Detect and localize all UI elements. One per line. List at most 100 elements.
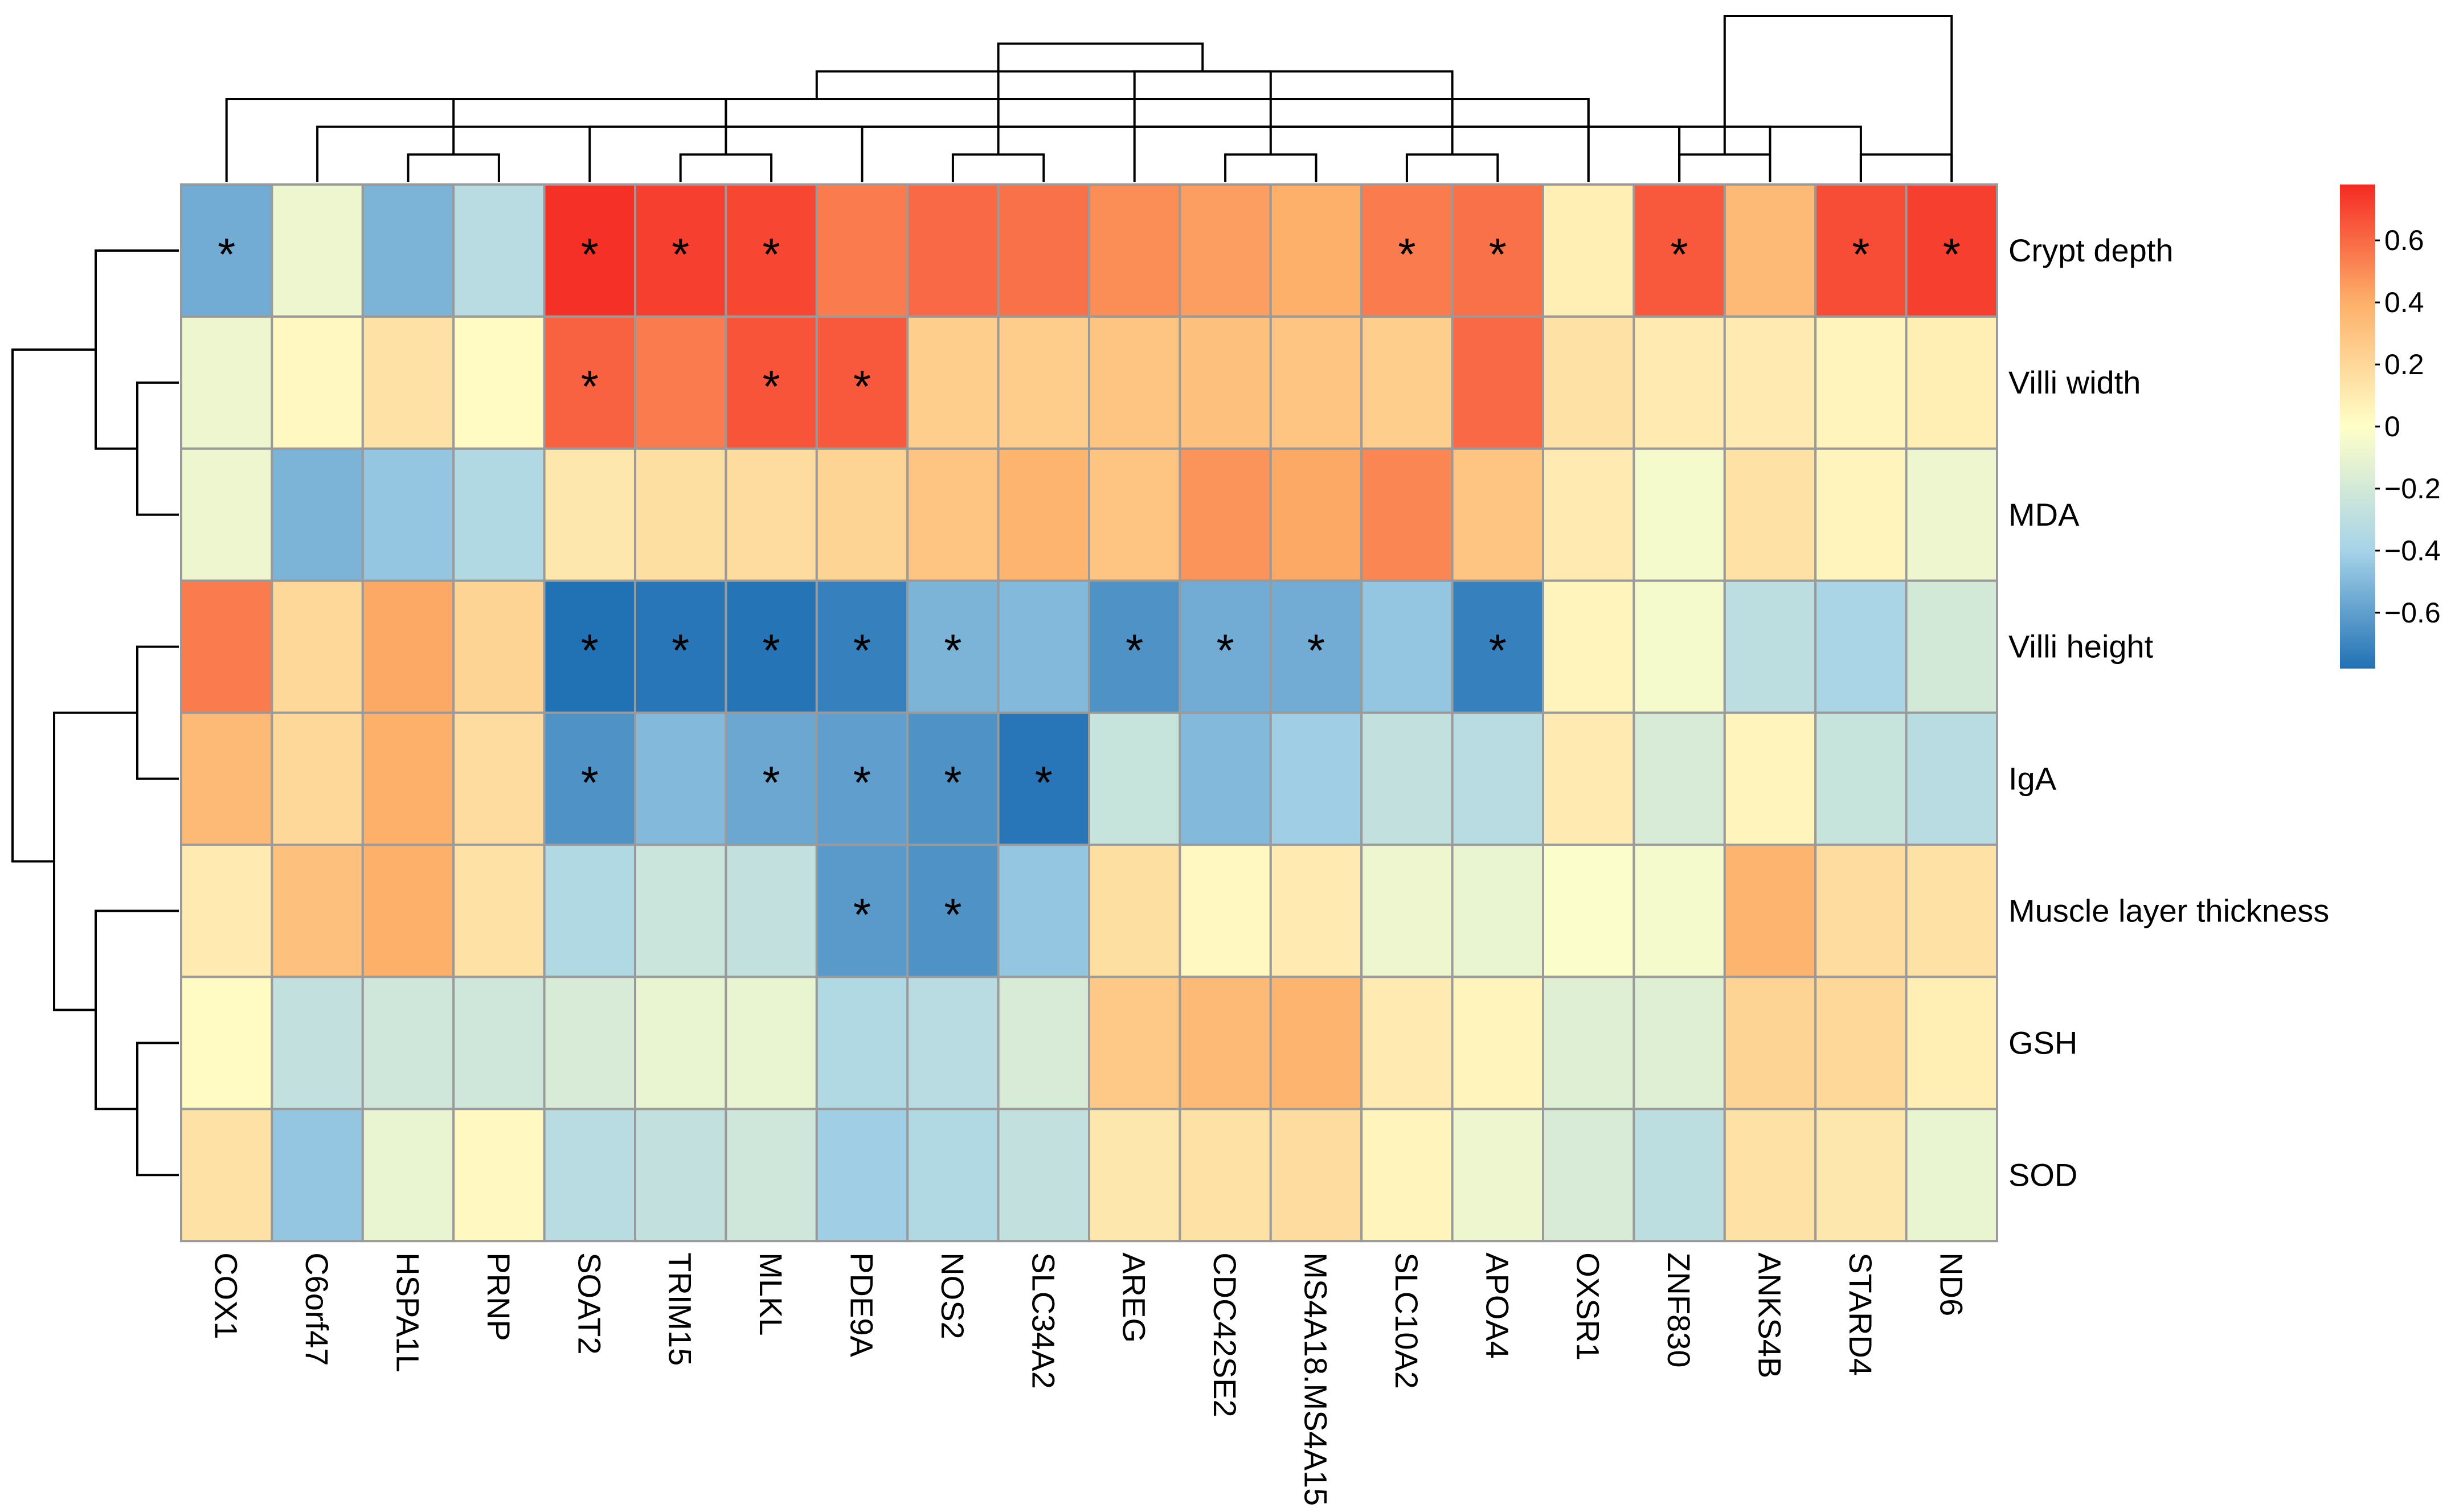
heatmap-cell [1632, 315, 1726, 450]
heatmap-cell [1360, 711, 1454, 846]
heatmap-cell [543, 183, 636, 318]
heatmap-cell [1179, 183, 1272, 318]
heatmap-cell [1723, 1108, 1817, 1243]
row-label: Crypt depth [2008, 232, 2174, 268]
heatmap-cell [1542, 976, 1635, 1111]
heatmap-cell [361, 1108, 455, 1243]
heatmap-cell [1269, 711, 1363, 846]
heatmap-cell [634, 711, 727, 846]
heatmap-cell [1814, 183, 1908, 318]
column-label: ZNF830 [1661, 1252, 1697, 1367]
heatmap-cell [1451, 976, 1545, 1111]
significance-star: * [581, 361, 599, 412]
heatmap-cell [180, 1108, 273, 1243]
heatmap-cell [1088, 183, 1181, 318]
heatmap-cell [1814, 843, 1908, 978]
heatmap-cell [271, 843, 364, 978]
heatmap-cell [452, 843, 546, 978]
heatmap-cell [1814, 711, 1908, 846]
heatmap-cell [1542, 843, 1635, 978]
heatmap-cell [1542, 711, 1635, 846]
heatmap-cell [634, 183, 727, 318]
heatmap-cell [725, 711, 818, 846]
heatmap-cell [725, 976, 818, 1111]
heatmap-cell [1632, 843, 1726, 978]
legend-ticks: 0.6 0.4 0.2 0 −0.2 −0.4 −0.6 [2375, 224, 2441, 629]
heatmap-cell [1632, 447, 1726, 582]
heatmap-cell [815, 183, 909, 318]
column-dendrogram-branch [1451, 98, 1590, 182]
heatmap-cell [1632, 1108, 1726, 1243]
column-dendrogram-branch [407, 153, 500, 182]
heatmap-cell [997, 579, 1090, 714]
heatmap-cell [1088, 579, 1181, 714]
significance-star: * [1852, 229, 1869, 280]
significance-star: * [1671, 229, 1688, 280]
heatmap-cell [1088, 1108, 1181, 1243]
heatmap-cell [1269, 183, 1363, 318]
significance-star: * [581, 625, 599, 676]
column-label: TRIM15 [662, 1252, 698, 1366]
heatmap-cell [997, 843, 1090, 978]
row-dendrogram-branch [136, 645, 179, 780]
heatmap-cell [1451, 711, 1545, 846]
significance-star: * [763, 229, 780, 280]
heatmap-cell [452, 976, 546, 1111]
column-dendrogram-branch [1405, 153, 1499, 182]
column-dendrogram-branch [1133, 70, 1272, 155]
legend-tick-label: 0.2 [2384, 349, 2424, 380]
row-labels: Crypt depth Villi width MDA Villi height IgA… [2008, 232, 2329, 1193]
significance-star: * [581, 229, 599, 280]
heatmap-cell [1088, 976, 1181, 1111]
heatmap-cell [1905, 976, 1999, 1111]
heatmap-cell [1905, 711, 1999, 846]
heatmap-cell [180, 315, 273, 450]
column-dendrogram-branch [951, 153, 1045, 182]
heatmap-cells [180, 183, 1999, 1243]
heatmap-cell [271, 976, 364, 1111]
heatmap-cell [1905, 1108, 1999, 1243]
row-label: SOD [2008, 1157, 2077, 1193]
heatmap-cell [1723, 976, 1817, 1111]
heatmap-cell [271, 711, 364, 846]
heatmap-cell [1360, 315, 1454, 450]
column-label: NOS2 [935, 1252, 971, 1339]
heatmap-cell [1179, 447, 1272, 582]
heatmap-cell [1451, 579, 1545, 714]
heatmap-cell [997, 183, 1090, 318]
heatmap-cell [452, 579, 546, 714]
heatmap-cell [906, 843, 1000, 978]
column-label: STARD4 [1843, 1252, 1879, 1376]
legend-tick-label: 0 [2384, 411, 2400, 442]
heatmap-cell [543, 711, 636, 846]
heatmap-cell [1723, 579, 1817, 714]
column-label: AREG [1116, 1252, 1152, 1343]
heatmap-cell [180, 183, 273, 318]
heatmap-cell [1905, 447, 1999, 582]
significance-star: * [763, 361, 780, 412]
heatmap-cell [1723, 315, 1817, 450]
heatmap-cell [997, 976, 1090, 1111]
heatmap-cell [1814, 447, 1908, 582]
significance-star: * [1398, 229, 1415, 280]
significance-star: * [853, 889, 871, 940]
heatmap-cell [180, 579, 273, 714]
heatmap-cell [1542, 579, 1635, 714]
heatmap-cell [180, 711, 273, 846]
heatmap-cell [1542, 315, 1635, 450]
column-dendrogram-branch [997, 42, 1204, 155]
column-label: OXSR1 [1570, 1252, 1606, 1361]
row-label: Villi width [2008, 364, 2141, 400]
significance-star: * [581, 757, 599, 808]
heatmap-cell [271, 1108, 364, 1243]
heatmap-cell [1179, 579, 1272, 714]
column-dendrogram-branch [1723, 15, 1953, 182]
row-label: MDA [2008, 497, 2080, 532]
heatmap-cell [634, 843, 727, 978]
heatmap-cell [1179, 315, 1272, 450]
significance-star: * [944, 889, 961, 940]
heatmap-cell [180, 843, 273, 978]
heatmap-cell [1179, 843, 1272, 978]
heatmap-cell [1269, 579, 1363, 714]
significance-star: * [944, 757, 961, 808]
